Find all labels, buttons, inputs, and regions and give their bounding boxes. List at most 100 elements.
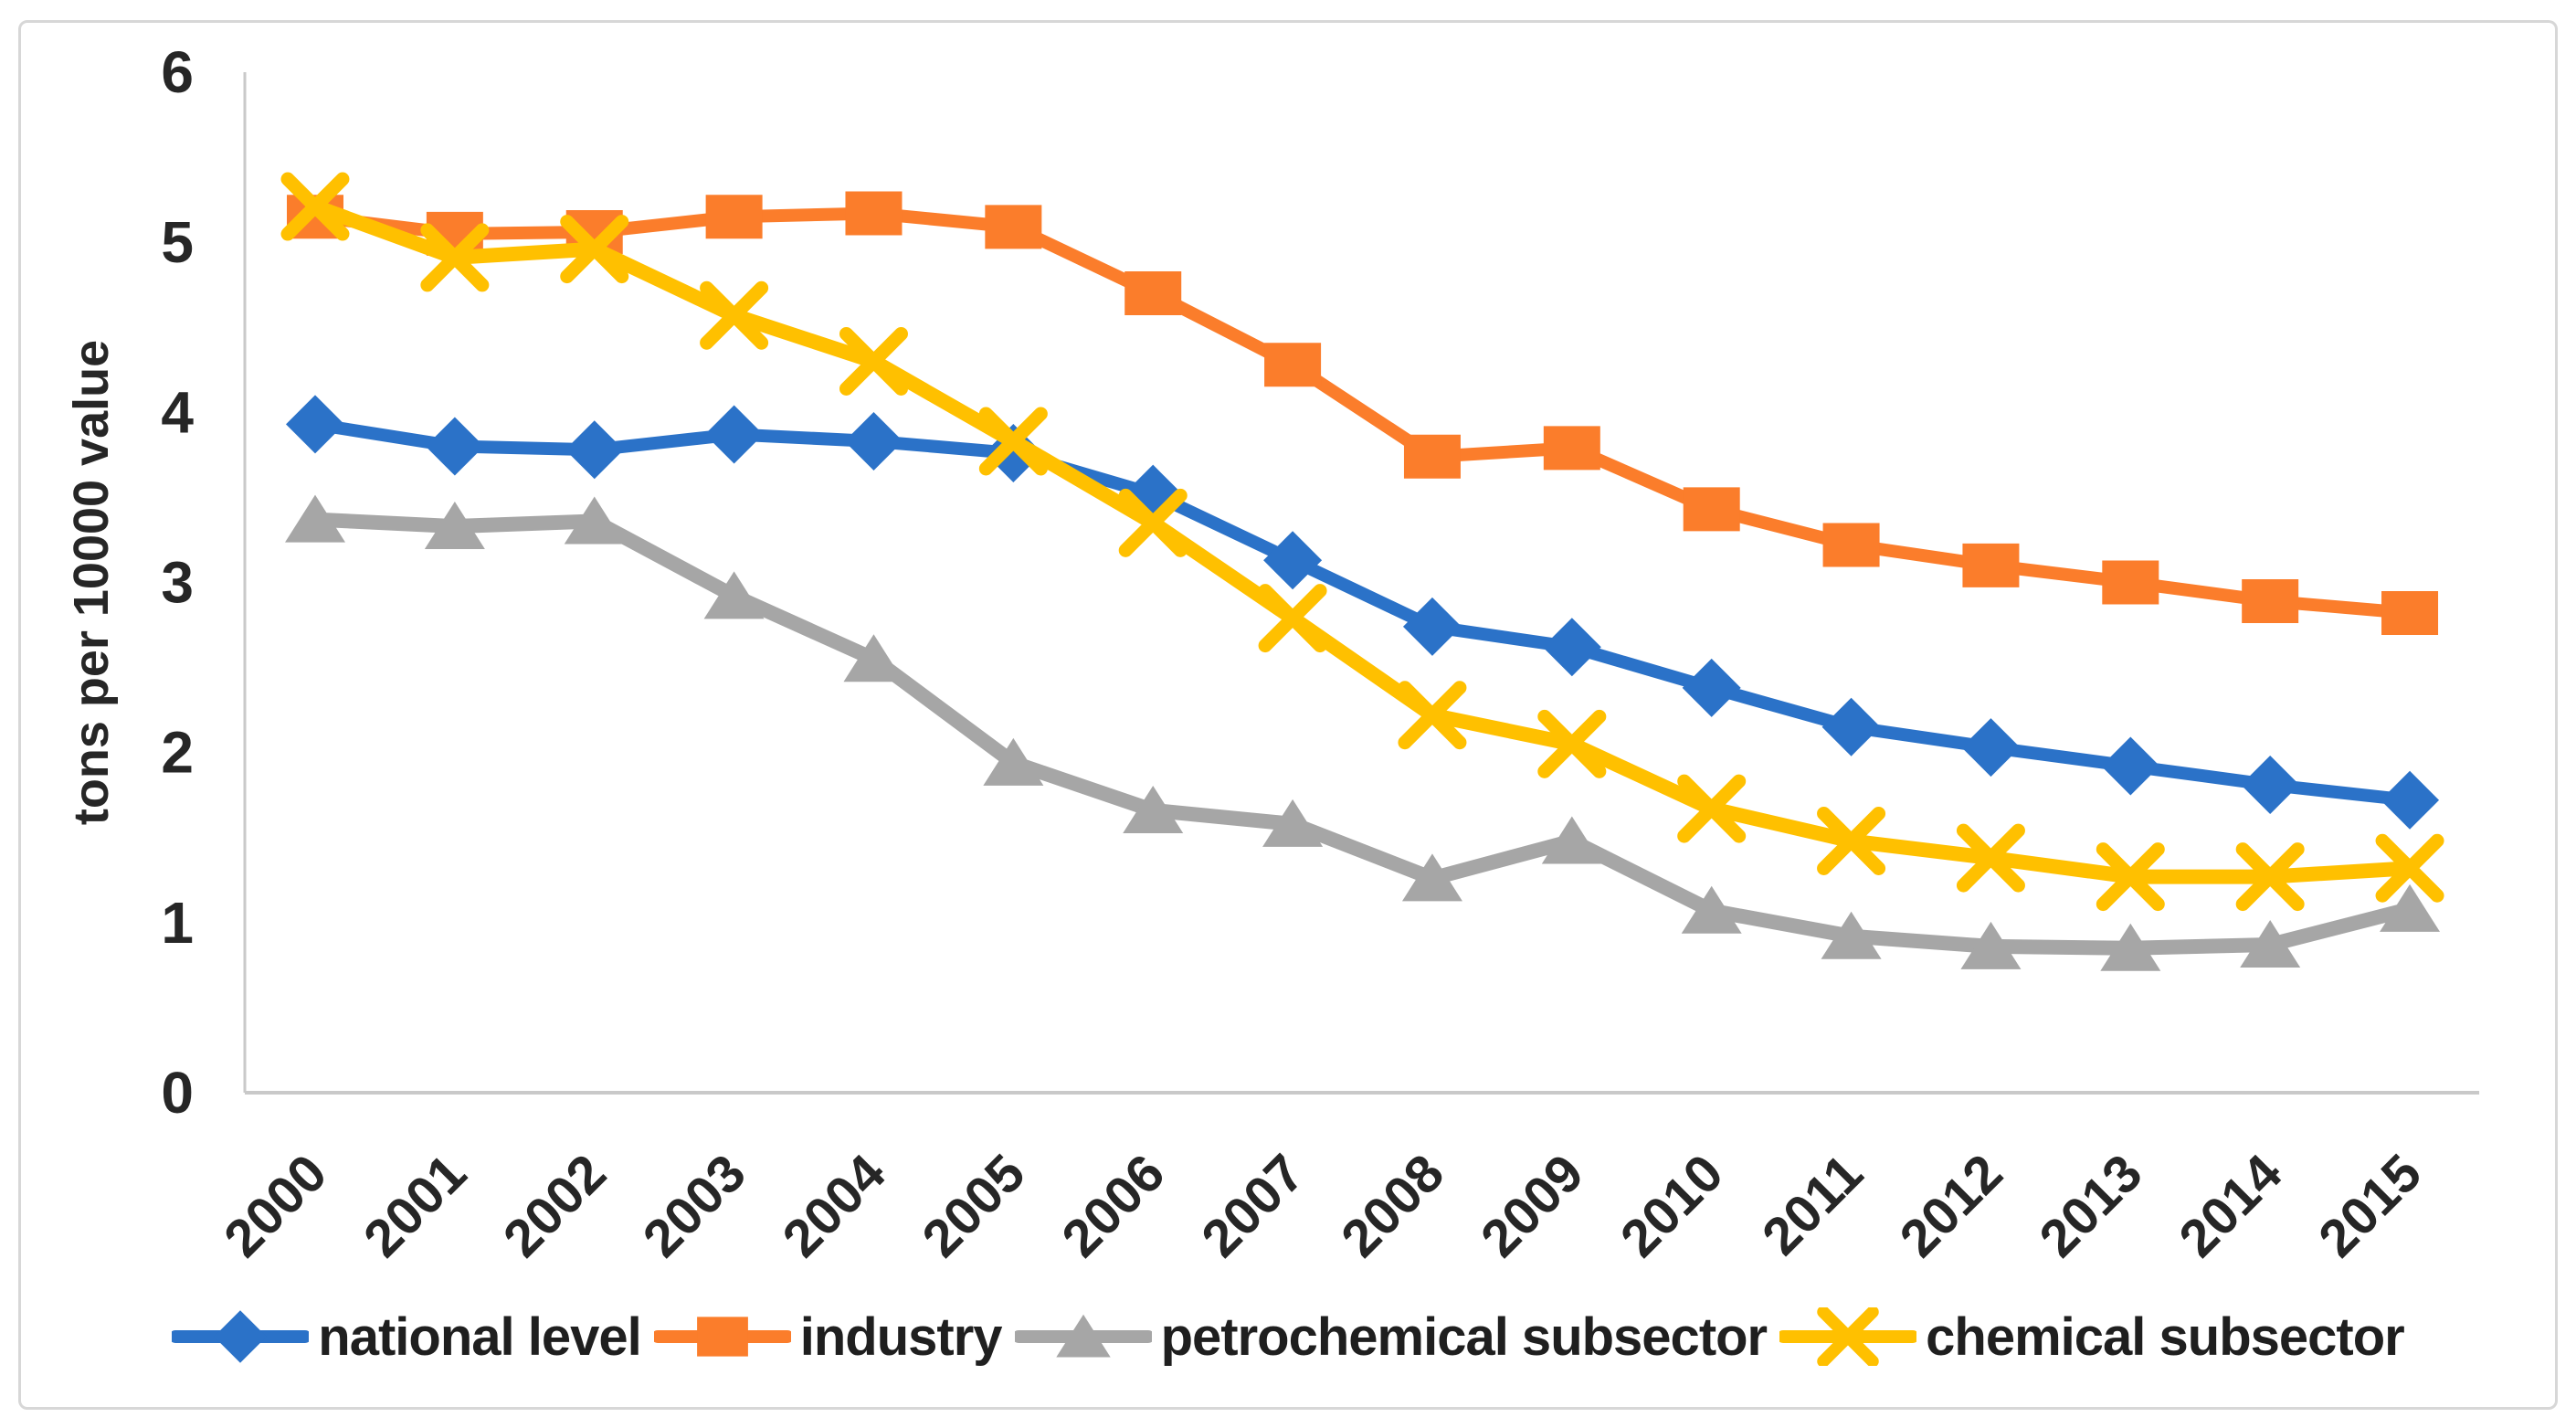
marker-national-level-2002 [565,420,624,480]
marker-industry-2014 [2242,578,2299,623]
y-tick-label: 1 [161,890,194,956]
x-tick-label: 2008 [1330,1143,1455,1268]
marker-industry-2010 [1683,487,1740,532]
marker-chemical-subsector-2009 [1537,709,1607,778]
marker-industry-2003 [705,195,763,239]
marker-national-level-2008 [1402,597,1462,656]
legend-item-national-level: national level [172,1306,642,1368]
marker-petrochemical-subsector-2003 [703,571,765,619]
marker-chemical-subsector-2011 [1817,806,1886,875]
x-tick-label: 2013 [2028,1143,2153,1268]
legend-label: chemical subsector [1926,1306,2405,1367]
y-tick-label: 0 [161,1060,194,1126]
marker-chemical-subsector-2013 [2096,842,2165,912]
marker-industry-2011 [1822,523,1880,567]
diamond-marker-icon [172,1310,310,1363]
marker-petrochemical-subsector-2006 [1123,785,1184,833]
x-tick-label: 2012 [1888,1143,2013,1268]
marker-national-level-2009 [1542,618,1601,677]
marker-chemical-subsector-2003 [700,280,769,350]
marker-national-level-2010 [1682,658,1741,717]
marker-petrochemical-subsector-2000 [285,494,345,543]
x-tick-label: 2005 [911,1143,1036,1268]
marker-chemical-subsector-2007 [1258,584,1327,653]
marker-chemical-subsector-2010 [1677,774,1747,843]
marker-national-level-2000 [286,395,344,454]
marker-industry-2004 [845,191,903,236]
y-tick-label: 4 [161,379,194,445]
legend-label: national level [318,1306,641,1367]
y-tick-label: 5 [161,209,194,275]
marker-petrochemical-subsector-2009 [1541,816,1602,864]
x-tick-label: 2001 [353,1143,478,1268]
series-line-petrochemical-subsector [308,512,2418,956]
x-tick-label: 2002 [492,1143,618,1268]
marker-chemical-subsector-2000 [280,172,350,241]
triangle-marker-icon [1014,1314,1152,1358]
marker-petrochemical-subsector-2005 [983,737,1044,786]
x-tick-label: 2006 [1050,1143,1176,1268]
marker-industry-2009 [1543,426,1600,471]
legend-item-petrochemical-subsector: petrochemical subsector [1014,1306,1768,1368]
legend-item-industry: industry [653,1306,1003,1368]
marker-industry-2005 [985,205,1042,249]
marker-chemical-subsector-2004 [839,326,908,396]
marker-industry-2008 [1403,434,1461,479]
marker-industry-2006 [1124,271,1182,316]
marker-industry-2013 [2102,560,2159,605]
square-marker-icon [653,1317,791,1357]
series-line-national-level [309,418,2417,807]
marker-petrochemical-subsector-2001 [424,502,485,550]
marker-national-level-2003 [704,405,764,464]
marker-national-level-2001 [425,417,484,476]
marker-chemical-subsector-2008 [1398,681,1467,750]
marker-chemical-subsector-2002 [560,215,629,284]
marker-chemical-subsector-2015 [2375,833,2444,903]
legend-item-chemical-subsector: chemical subsector [1779,1306,2405,1368]
marker-petrochemical-subsector-2008 [1401,853,1462,902]
y-axis-title: tons per 10000 value [64,340,119,825]
x-tick-label: 2015 [2307,1143,2433,1268]
marker-chemical-subsector-2005 [978,407,1048,476]
marker-chemical-subsector-2001 [420,223,490,292]
marker-chemical-subsector-2006 [1118,488,1188,557]
marker-national-level-2007 [1263,531,1323,590]
marker-chemical-subsector-2014 [2235,842,2305,912]
marker-industry-2007 [1264,343,1322,387]
marker-national-level-2014 [2241,756,2300,815]
marker-national-level-2015 [2381,770,2440,830]
x-tick-label: 2007 [1190,1143,1315,1268]
legend: national level industry petrochemical subs… [0,1286,2576,1387]
x-tick-label: 2010 [1610,1143,1735,1268]
legend-label: industry [799,1306,1003,1367]
marker-national-level-2011 [1821,697,1881,756]
marker-national-level-2004 [844,411,903,471]
marker-petrochemical-subsector-2004 [843,634,904,682]
legend-label: petrochemical subsector [1160,1306,1768,1367]
marker-petrochemical-subsector-2011 [1821,911,1882,959]
marker-industry-2015 [2381,591,2439,636]
marker-petrochemical-subsector-2015 [2380,883,2441,932]
x-tick-label: 2014 [2168,1143,2293,1268]
marker-petrochemical-subsector-2014 [2240,920,2301,968]
x-tick-label: 2000 [213,1143,338,1268]
marker-national-level-2013 [2101,736,2160,796]
y-tick-label: 3 [161,549,194,615]
x-tick-label: 2011 [1751,1143,1874,1266]
y-tick-label: 2 [161,720,194,786]
series-line-industry [309,206,2417,620]
marker-petrochemical-subsector-2007 [1262,799,1324,847]
marker-national-level-2012 [1961,718,2021,777]
marker-petrochemical-subsector-2013 [2100,923,2161,971]
x-tick-label: 2003 [632,1143,757,1268]
marker-petrochemical-subsector-2010 [1681,885,1742,934]
marker-chemical-subsector-2012 [1956,823,2025,893]
x-marker-icon [1779,1307,1917,1366]
y-tick-label: 6 [161,39,194,105]
marker-petrochemical-subsector-2002 [564,496,625,545]
marker-industry-2012 [1962,543,2020,587]
series-line-chemical-subsector [308,199,2418,884]
x-tick-label: 2004 [771,1143,896,1268]
x-tick-label: 2009 [1470,1143,1595,1268]
